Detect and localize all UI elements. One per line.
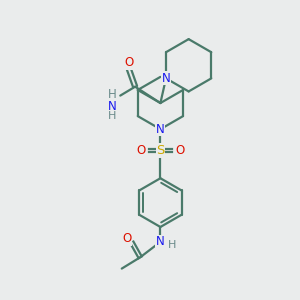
Text: H: H	[108, 111, 116, 122]
Text: N: N	[156, 123, 165, 136]
Text: N: N	[162, 72, 170, 85]
Text: O: O	[124, 56, 133, 69]
Text: H: H	[167, 240, 176, 250]
Text: N: N	[156, 235, 165, 248]
Text: O: O	[136, 144, 146, 157]
Text: O: O	[176, 144, 184, 157]
Text: H: H	[108, 88, 116, 100]
Text: N: N	[108, 100, 116, 112]
Text: S: S	[156, 144, 165, 157]
Text: O: O	[122, 232, 131, 245]
